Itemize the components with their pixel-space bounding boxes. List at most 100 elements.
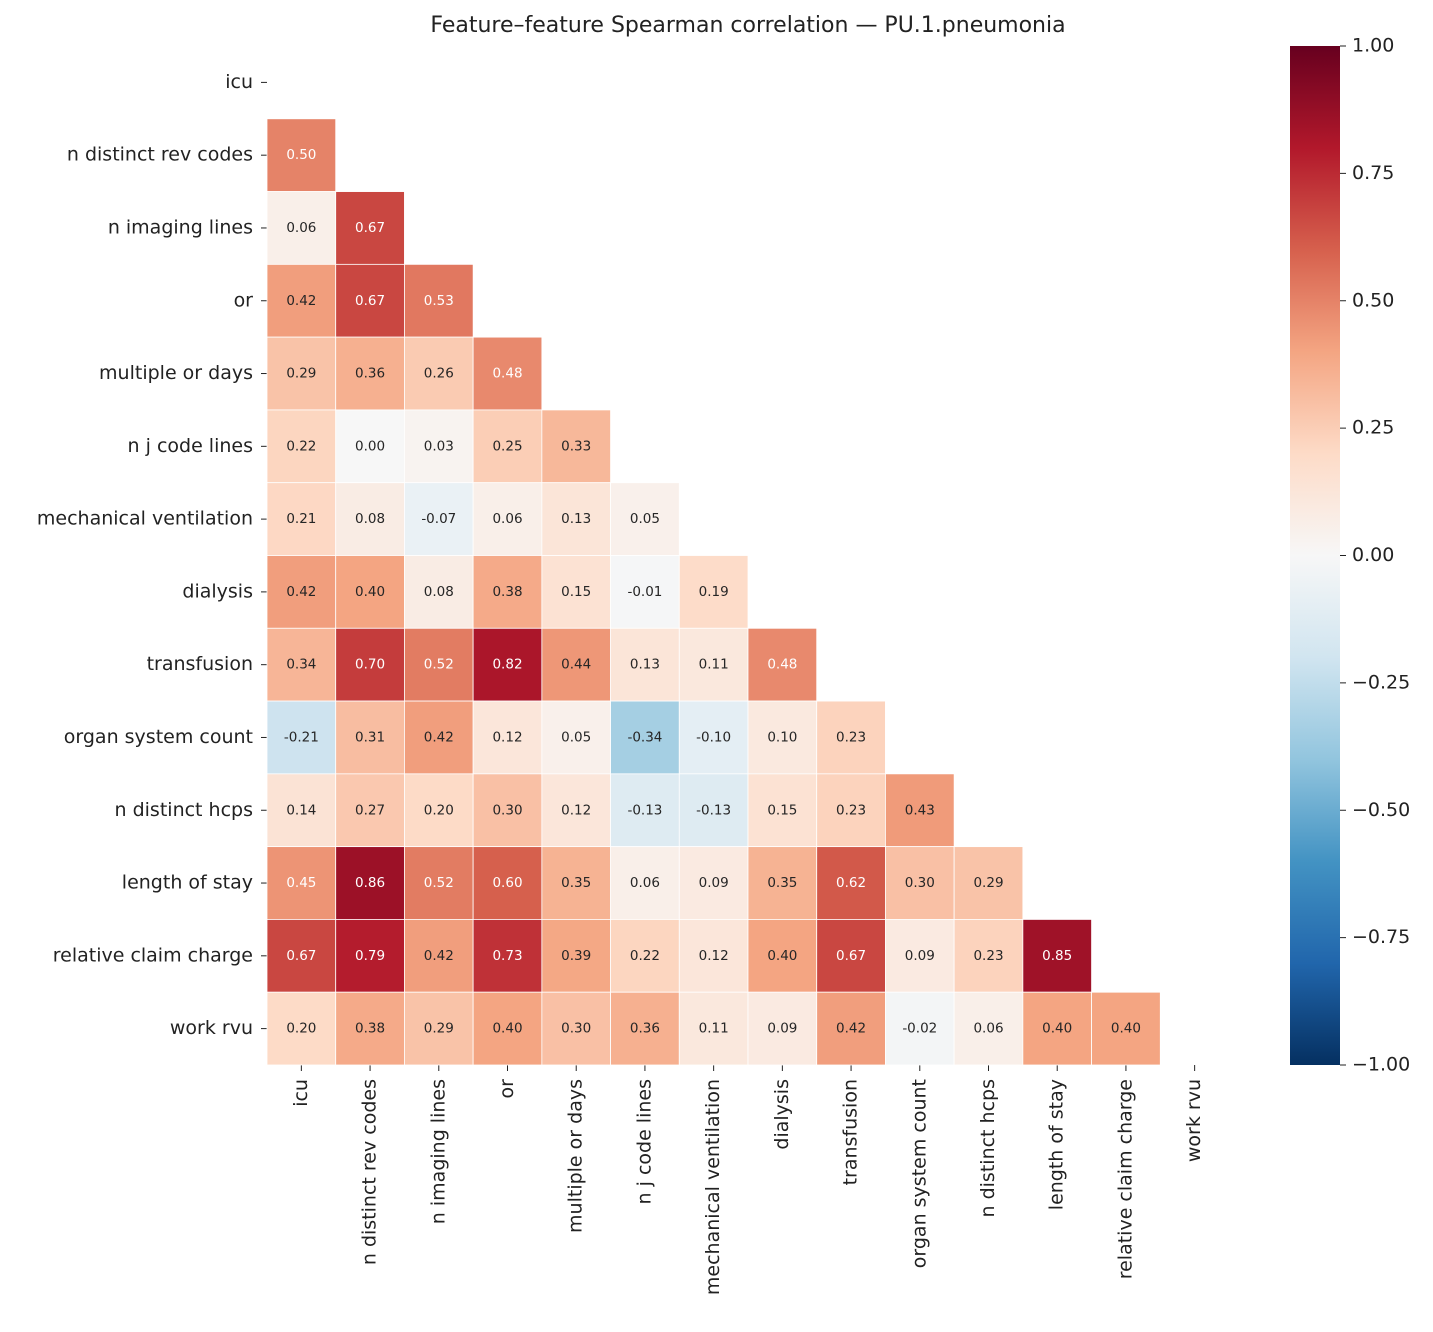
cell — [404, 482, 474, 556]
x-tick-label: icu — [290, 1079, 312, 1107]
cell — [885, 846, 955, 920]
cell — [266, 627, 337, 702]
cell-label: 0.40 — [767, 948, 797, 964]
cell-label: 0.42 — [286, 293, 316, 309]
cell — [747, 627, 818, 702]
cell — [266, 482, 337, 556]
cell-label: 0.52 — [424, 657, 454, 673]
cell-label: -0.13 — [696, 802, 731, 818]
cell-label: 0.29 — [424, 1021, 454, 1037]
cell-label: 0.20 — [424, 802, 454, 818]
cell — [1022, 919, 1092, 993]
cell-label: 0.23 — [836, 729, 866, 745]
cell — [610, 919, 680, 993]
cell — [610, 991, 680, 1066]
cell — [404, 919, 474, 993]
cell-label: 0.73 — [492, 948, 522, 964]
cell — [472, 336, 543, 411]
cell — [472, 627, 543, 702]
cell — [747, 700, 818, 775]
x-tick-label: transfusion — [840, 1079, 862, 1185]
y-tick-label: dialysis — [182, 580, 253, 602]
y-tick-label: transfusion — [147, 653, 253, 675]
cell — [678, 846, 749, 920]
cell — [404, 263, 474, 338]
cell — [610, 627, 680, 702]
cell — [678, 627, 749, 702]
cell-label: 0.09 — [699, 875, 729, 891]
cell-label: 0.42 — [424, 948, 454, 964]
x-tick-label: n imaging lines — [427, 1079, 449, 1224]
cell — [266, 409, 337, 484]
x-tick-label: organ system count — [908, 1079, 930, 1268]
cell-label: 0.05 — [561, 729, 591, 745]
cell-label: 0.09 — [767, 1021, 797, 1037]
cell-label: 0.25 — [492, 438, 522, 454]
x-tick-label: relative claim charge — [1114, 1079, 1136, 1279]
y-tick-label: multiple or days — [99, 362, 253, 384]
cell-label: 0.20 — [286, 1021, 316, 1037]
cell-label: 0.12 — [492, 729, 522, 745]
cell-label: 0.33 — [561, 438, 591, 454]
x-tick-label: or — [496, 1079, 518, 1099]
cell-label: 0.30 — [561, 1021, 591, 1037]
cell-label: 0.31 — [355, 729, 385, 745]
cell-label: 0.36 — [355, 366, 385, 382]
y-tick-label: n imaging lines — [108, 216, 253, 238]
colorbar-tick-label: −0.25 — [1352, 671, 1410, 693]
cell-label: 0.50 — [286, 147, 316, 163]
cell-label: 0.44 — [561, 657, 591, 673]
cell-label: 0.43 — [905, 802, 935, 818]
y-tick-label: n distinct rev codes — [67, 144, 253, 166]
cell-label: 0.14 — [286, 802, 316, 818]
cell — [885, 991, 955, 1066]
cell-label: 0.15 — [561, 584, 591, 600]
cell-label: 0.12 — [561, 802, 591, 818]
cell-label: 0.36 — [630, 1021, 660, 1037]
cell — [404, 991, 474, 1066]
cell — [266, 118, 337, 192]
cell-label: 0.05 — [630, 511, 660, 527]
cell-label: 0.06 — [492, 511, 522, 527]
cell-label: 0.10 — [767, 729, 797, 745]
cell-label: 0.22 — [630, 948, 660, 964]
cell — [335, 263, 405, 338]
cell — [404, 846, 474, 920]
colorbar-tick-label: 0.00 — [1352, 544, 1394, 566]
cell-label: 0.40 — [355, 584, 385, 600]
x-tick-label: n j code lines — [633, 1079, 655, 1204]
cell-label: 0.42 — [424, 729, 454, 745]
cell-label: 0.42 — [286, 584, 316, 600]
cell-label: 0.48 — [767, 657, 797, 673]
chart-title: Feature–feature Spearman correlation — P… — [430, 13, 1065, 38]
cell-label: 0.30 — [905, 875, 935, 891]
cell — [610, 555, 680, 629]
cell-label: 0.40 — [492, 1021, 522, 1037]
cell-label: 0.79 — [355, 948, 385, 964]
cell-label: 0.67 — [836, 948, 866, 964]
cell-label: 0.03 — [424, 438, 454, 454]
cell — [678, 555, 749, 629]
cell-label: 0.12 — [699, 948, 729, 964]
cell-label: 0.22 — [286, 438, 316, 454]
cell-label: 0.06 — [973, 1021, 1003, 1037]
cell-label: 0.62 — [836, 875, 866, 891]
cell — [816, 991, 886, 1066]
cell-label: -0.34 — [627, 729, 662, 745]
colorbar-tick-label: −1.00 — [1352, 1054, 1410, 1076]
cell-label: -0.10 — [696, 729, 731, 745]
cell-label: 0.30 — [492, 802, 522, 818]
x-tick-label: n distinct hcps — [977, 1079, 999, 1217]
cell — [472, 991, 543, 1066]
cell-label: 0.23 — [836, 802, 866, 818]
cell — [404, 700, 474, 775]
cell-label: 0.11 — [699, 657, 729, 673]
cell — [747, 773, 818, 848]
cell-label: 0.15 — [767, 802, 797, 818]
cell — [953, 991, 1024, 1066]
cell-label: -0.21 — [284, 729, 319, 745]
cell — [885, 773, 955, 848]
cell-label: -0.13 — [627, 802, 662, 818]
cell-label: 0.21 — [286, 511, 316, 527]
